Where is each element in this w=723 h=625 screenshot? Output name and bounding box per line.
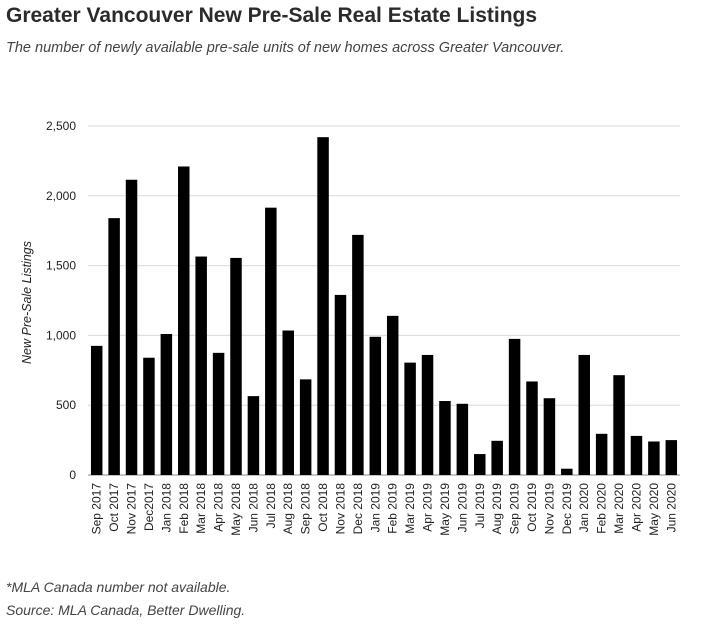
bar xyxy=(178,166,190,475)
bar xyxy=(595,433,608,475)
x-tick-label: Nov 2019 xyxy=(542,483,556,535)
bar xyxy=(630,435,643,475)
bar xyxy=(265,207,277,475)
x-tick-label: Dec2017 xyxy=(142,483,156,531)
x-tick-label: Feb 2019 xyxy=(386,483,400,534)
bar xyxy=(491,440,503,475)
y-axis-ticks: 0 500 1,000 1,500 2,000 2,500 xyxy=(46,119,76,482)
x-tick-label: Aug 2019 xyxy=(490,483,504,535)
bar xyxy=(143,357,155,475)
x-tick-label: May 2020 xyxy=(647,483,661,536)
x-tick-label: Oct 2019 xyxy=(525,483,539,532)
x-tick-label: Nov 2017 xyxy=(125,483,139,535)
x-tick-label: Jun 2019 xyxy=(455,483,469,533)
x-tick-label: Dec 2018 xyxy=(351,483,365,535)
x-tick-label: Jan 2019 xyxy=(368,483,382,533)
y-tick-label: 1,000 xyxy=(46,328,76,342)
x-axis-ticks: Sep 2017 Oct 2017 Nov 2017 Dec2017 Jan 2018 F… xyxy=(90,483,679,536)
x-tick-label: Jul 2018 xyxy=(264,483,278,529)
bar xyxy=(648,441,660,475)
x-tick-label: Jun 2018 xyxy=(246,483,260,533)
bar xyxy=(160,334,173,475)
x-tick-label: Sep 2019 xyxy=(508,483,522,535)
bar xyxy=(561,468,573,475)
bar xyxy=(352,234,364,475)
bar xyxy=(212,352,225,475)
y-tick-label: 0 xyxy=(69,468,76,482)
x-tick-label: Feb 2020 xyxy=(595,483,609,534)
bar xyxy=(108,218,120,476)
x-tick-label: Mar 2019 xyxy=(403,483,417,534)
x-tick-label: Jun 2020 xyxy=(664,483,678,533)
bar xyxy=(665,440,678,475)
bar xyxy=(282,330,294,475)
y-tick-label: 2,500 xyxy=(46,119,76,133)
bar xyxy=(334,294,347,475)
x-tick-label: Apr 2018 xyxy=(212,483,226,532)
x-tick-label: Mar 2020 xyxy=(612,483,626,534)
bar xyxy=(613,375,625,475)
bar xyxy=(369,336,382,475)
x-tick-label: Jan 2018 xyxy=(159,483,173,533)
bar xyxy=(230,257,242,475)
bar xyxy=(456,403,469,475)
bar xyxy=(90,345,103,475)
bar xyxy=(526,381,538,475)
bar xyxy=(317,137,329,475)
x-tick-label: Sep 2017 xyxy=(90,483,104,535)
source-note: Source: MLA Canada, Better Dwelling. xyxy=(6,602,246,618)
x-tick-label: Nov 2018 xyxy=(333,483,347,535)
x-tick-label: May 2018 xyxy=(229,483,243,536)
chart-subtitle: The number of newly available pre-sale u… xyxy=(6,40,565,56)
y-tick-label: 1,500 xyxy=(46,259,76,273)
y-tick-label: 500 xyxy=(56,398,76,412)
gridlines xyxy=(88,125,680,476)
x-tick-label: Jan 2020 xyxy=(577,483,591,533)
y-axis-label: New Pre-Sale Listings xyxy=(20,241,34,364)
x-tick-label: Apr 2020 xyxy=(629,483,643,532)
y-tick-label: 2,000 xyxy=(46,189,76,203)
x-tick-label: Mar 2018 xyxy=(194,483,208,534)
x-tick-label: Aug 2018 xyxy=(281,483,295,535)
bar xyxy=(421,354,434,475)
x-tick-label: Feb 2018 xyxy=(177,483,191,534)
chart-title: Greater Vancouver New Pre-Sale Real Esta… xyxy=(6,4,538,27)
bar xyxy=(404,362,416,475)
x-tick-label: Apr 2019 xyxy=(421,483,435,532)
bar xyxy=(299,379,312,475)
bar xyxy=(125,179,138,475)
x-tick-label: Oct 2018 xyxy=(316,483,330,532)
bar xyxy=(247,396,260,475)
bar xyxy=(543,398,556,475)
x-tick-label: Dec 2019 xyxy=(560,483,574,535)
bars xyxy=(90,137,678,476)
bar xyxy=(195,256,207,475)
bar xyxy=(474,454,486,475)
x-tick-label: Sep 2018 xyxy=(299,483,313,535)
bar xyxy=(439,401,451,475)
bar xyxy=(578,354,590,475)
bar xyxy=(386,315,399,475)
footnote: *MLA Canada number not available. xyxy=(6,579,231,595)
x-tick-label: Jul 2019 xyxy=(473,483,487,529)
bar xyxy=(508,338,521,475)
x-tick-label: May 2019 xyxy=(438,483,452,536)
x-tick-label: Oct 2017 xyxy=(107,483,121,532)
